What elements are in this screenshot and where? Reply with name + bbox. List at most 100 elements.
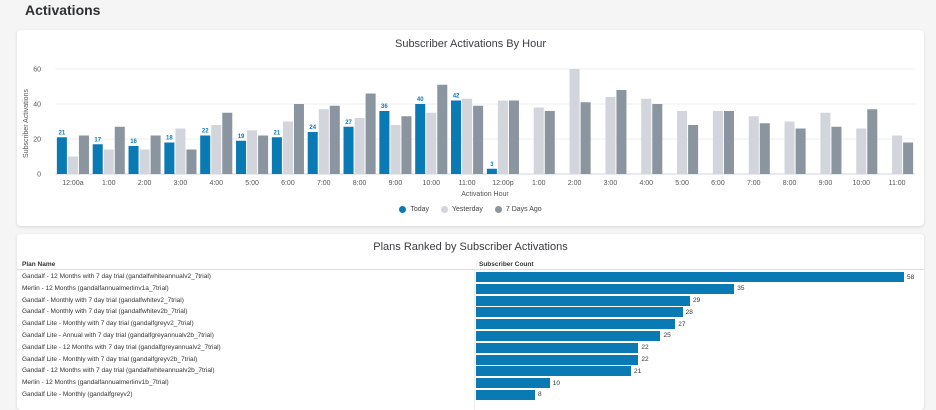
subscriber-count-value: 21 xyxy=(633,367,642,375)
bar-yesterday xyxy=(175,128,186,174)
y-tick-label: 0 xyxy=(37,172,41,179)
data-label: 18 xyxy=(166,136,173,142)
bar-7-days-ago xyxy=(114,126,125,174)
x-tick-label: 3:00 xyxy=(174,180,188,187)
bar-7-days-ago xyxy=(867,109,878,174)
bar-7-days-ago xyxy=(795,128,806,174)
bar-yesterday xyxy=(139,149,150,174)
data-label: 24 xyxy=(309,125,316,131)
x-tick-label: 11:00 xyxy=(459,180,476,187)
table-row[interactable]: Merlin - 12 Months (gandalfannualmerlinv… xyxy=(17,283,924,295)
legend-label: 7 Days Ago xyxy=(505,206,542,213)
data-label: 16 xyxy=(130,139,137,145)
bar-today xyxy=(92,144,103,174)
bar-7-days-ago xyxy=(329,105,340,174)
table-row[interactable]: Merlin - 12 Months (gandalfannualmerlinv… xyxy=(17,377,924,389)
bar-7-days-ago xyxy=(831,126,842,174)
bar-7-days-ago xyxy=(903,142,914,174)
bar-today xyxy=(236,140,247,174)
subscriber-count-bar xyxy=(476,354,639,365)
subscriber-count-bar xyxy=(476,342,639,353)
x-tick-label: 9:00 xyxy=(819,180,833,187)
table-row[interactable]: Gandalf - 12 Months with 7 day trial (ga… xyxy=(17,271,924,283)
x-tick-label: 6:00 xyxy=(711,180,725,187)
bar-7-days-ago xyxy=(759,123,770,174)
table-row[interactable]: Gandalf - Monthly with 7 day trial (gand… xyxy=(17,306,924,318)
data-label: 19 xyxy=(238,134,245,140)
bar-yesterday xyxy=(426,112,437,174)
bar-today xyxy=(486,168,497,174)
legend-yesterday[interactable]: Yesterday xyxy=(441,206,483,213)
data-label: 22 xyxy=(202,129,209,135)
bar-yesterday xyxy=(282,121,293,174)
bar-7-days-ago xyxy=(616,90,627,174)
y-tick-label: 40 xyxy=(33,102,41,109)
bar-7-days-ago xyxy=(293,104,304,174)
plan-name-cell: Gandalf - Monthly with 7 day trial (gand… xyxy=(22,308,188,316)
bar-yesterday xyxy=(892,135,903,174)
data-label: 40 xyxy=(417,97,424,103)
bar-today xyxy=(56,137,67,174)
table-row[interactable]: Gandalf Lite - 12 Months with 7 day tria… xyxy=(17,342,924,354)
hourly-activations-chart: 0 20 40 60 Subscriber Activations 21 12:00a 17 1… xyxy=(23,67,915,198)
bar-yesterday xyxy=(677,111,688,174)
subscriber-count-value: 28 xyxy=(685,308,693,316)
plan-name-cell: Gandalf Lite - Annual with 7 day trial (… xyxy=(22,331,214,339)
bar-yesterday xyxy=(856,128,867,174)
subscriber-count-value: 10 xyxy=(552,379,561,387)
bar-today xyxy=(200,135,211,174)
legend-7-days-ago[interactable]: 7 Days Ago xyxy=(494,206,542,213)
x-tick-label: 1:00 xyxy=(532,180,546,187)
x-tick-label: 2:00 xyxy=(568,180,582,187)
subscriber-count-bar xyxy=(476,378,550,389)
plans-ranked-card: Plans Ranked by Subscriber Activations P… xyxy=(17,234,924,410)
table-row[interactable]: Gandalf Lite - Annual with 7 day trial (… xyxy=(17,330,924,342)
bar-7-days-ago xyxy=(78,135,89,174)
bar-today xyxy=(451,100,462,174)
column-header-subscriber-count[interactable]: Subscriber Count xyxy=(476,261,534,268)
bar-yesterday xyxy=(820,112,831,174)
subscriber-count-value: 35 xyxy=(737,285,745,293)
table-row[interactable]: Gandalf Lite - Monthly (gandalfgreyv2) 8 xyxy=(17,389,924,401)
subscriber-count-bar xyxy=(476,330,661,341)
x-tick-label: 3:00 xyxy=(604,180,618,187)
data-label: 36 xyxy=(381,104,388,110)
subscriber-count-bar xyxy=(476,272,904,282)
plan-name-cell: Gandalf - 12 Months with 7 day trial (ga… xyxy=(22,367,215,375)
plan-name-cell: Gandalf Lite - Monthly (gandalfgreyv2) xyxy=(22,390,133,398)
x-tick-label: 7:00 xyxy=(317,180,331,187)
subscriber-count-value: 29 xyxy=(693,297,701,305)
bar-7-days-ago xyxy=(437,84,448,174)
table-row[interactable]: Gandalf Lite - Monthly with 7 day trial … xyxy=(17,354,924,366)
bar-7-days-ago xyxy=(723,111,734,174)
bar-7-days-ago xyxy=(544,111,555,174)
legend-today[interactable]: Today xyxy=(399,206,429,213)
table-row[interactable]: Gandalf Lite - Monthly with 7 day trial … xyxy=(17,318,924,330)
bar-yesterday xyxy=(712,111,723,174)
x-tick-label: 11:00 xyxy=(889,180,906,187)
x-tick-label: 7:00 xyxy=(747,180,761,187)
bar-7-days-ago xyxy=(365,93,376,174)
y-tick-label: 60 xyxy=(33,67,41,74)
subscriber-count-bar xyxy=(476,389,536,400)
bar-yesterday xyxy=(569,69,580,174)
page-title: Activations xyxy=(25,2,101,18)
bar-7-days-ago xyxy=(508,100,519,174)
x-tick-label: 2:00 xyxy=(138,180,152,187)
legend-label: Today xyxy=(410,206,429,213)
subscriber-count-value: 25 xyxy=(663,332,671,340)
plan-name-cell: Merlin - 12 Months (gandalfannualmerlinv… xyxy=(22,379,169,387)
y-tick-label: 20 xyxy=(33,137,41,144)
table-row[interactable]: Gandalf - Monthly with 7 day trial (gand… xyxy=(17,295,924,307)
chart-title: Subscriber Activations By Hour xyxy=(394,38,546,50)
table-row[interactable]: Gandalf - 12 Months with 7 day trial (ga… xyxy=(17,365,924,377)
data-label: 21 xyxy=(274,130,281,136)
bar-7-days-ago xyxy=(652,104,663,174)
x-tick-label: 4:00 xyxy=(639,180,653,187)
data-label: 27 xyxy=(345,120,352,126)
subscriber-count-value: 22 xyxy=(641,356,649,364)
column-header-plan-name[interactable]: Plan Name xyxy=(22,261,56,268)
bar-today xyxy=(128,146,139,174)
plan-name-cell: Gandalf - Monthly with 7 day trial (gand… xyxy=(22,296,184,304)
bar-yesterday xyxy=(211,125,222,174)
